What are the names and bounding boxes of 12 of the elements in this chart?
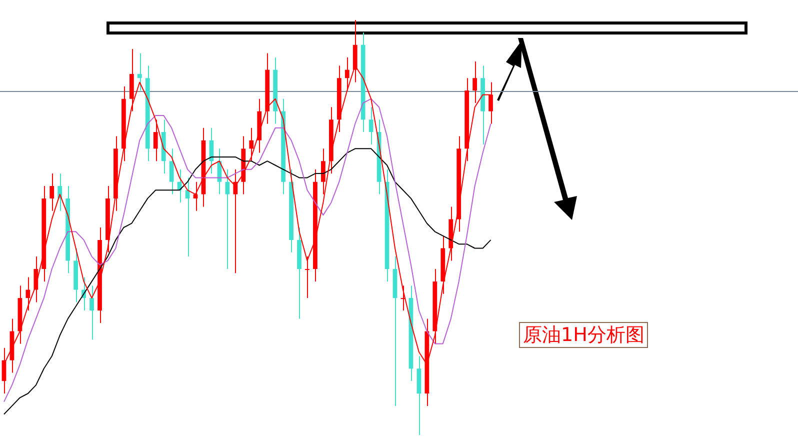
candlestick (225, 168, 230, 270)
candlestick (305, 256, 310, 299)
candlestick (90, 285, 94, 340)
candlestick (368, 106, 374, 145)
candlestick (26, 276, 30, 311)
candlestick (153, 119, 158, 162)
annotation: 原油1H分析图 (519, 322, 648, 348)
candlestick (249, 127, 254, 162)
candlestick (169, 148, 174, 195)
candlestick (137, 52, 142, 92)
candlestick (320, 148, 326, 195)
candlestick (50, 173, 54, 212)
